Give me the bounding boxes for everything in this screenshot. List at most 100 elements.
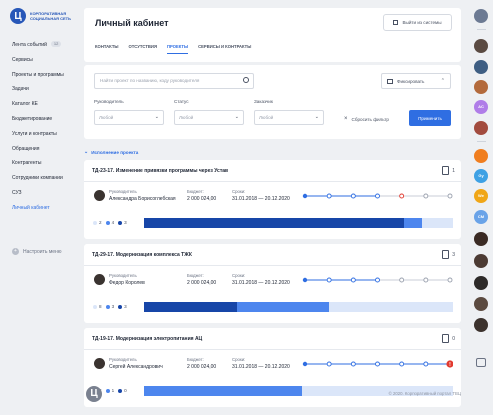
tab[interactable]: Контакты bbox=[95, 44, 119, 49]
fix-label: Фиксировать bbox=[397, 78, 425, 84]
contact-avatar[interactable] bbox=[474, 121, 488, 135]
chevron-up-icon: ⌃ bbox=[440, 78, 445, 84]
manager-select[interactable]: Любой ⌄ bbox=[94, 110, 164, 125]
chat-icon[interactable] bbox=[476, 358, 486, 367]
brand-logo[interactable]: Ц Корпоративная социальная сеть bbox=[10, 8, 80, 24]
status-select-value: Любой bbox=[179, 115, 194, 120]
contact-avatar[interactable] bbox=[474, 60, 488, 74]
apply-button[interactable]: Применить bbox=[409, 110, 451, 126]
setup-menu-button[interactable]: + Настроить меню bbox=[12, 248, 62, 255]
count-planned: 8 bbox=[99, 304, 102, 309]
contact-avatar[interactable]: We bbox=[474, 189, 488, 203]
milestone-dot[interactable] bbox=[350, 361, 356, 367]
tab[interactable]: Сервисы и контракты bbox=[198, 44, 252, 49]
sidebar-item-label: СУЗ bbox=[12, 189, 22, 196]
contact-avatar[interactable] bbox=[474, 254, 488, 268]
manager-name[interactable]: Федор Королев bbox=[109, 280, 145, 286]
count-done: 3 bbox=[124, 304, 127, 309]
sidebar-item-label: Обращения bbox=[12, 145, 40, 152]
documents-count[interactable]: 1 bbox=[442, 166, 455, 175]
milestone-timeline bbox=[302, 277, 453, 283]
fix-dropdown[interactable]: Фиксировать ⌃ bbox=[381, 73, 451, 89]
milestone-dot[interactable] bbox=[399, 361, 405, 367]
section-toggle[interactable]: ⌄ Исполнение проекта bbox=[84, 148, 461, 156]
sidebar-item[interactable]: Услуги и контракты bbox=[12, 130, 80, 145]
sidebar-item[interactable]: Контрагенты bbox=[12, 159, 80, 174]
dates-value: 31.01.2018 — 20.12.2020 bbox=[232, 364, 290, 370]
sidebar-item[interactable]: Личный кабинет bbox=[12, 204, 80, 219]
alert-icon[interactable] bbox=[446, 360, 453, 368]
milestone-dot[interactable] bbox=[302, 193, 308, 199]
sidebar-item[interactable]: Обращения bbox=[12, 145, 80, 160]
milestone-dot[interactable] bbox=[447, 277, 453, 283]
milestone-dot[interactable] bbox=[302, 277, 308, 283]
contact-avatar[interactable] bbox=[474, 318, 488, 332]
milestone-dot[interactable] bbox=[399, 193, 405, 199]
logo-icon: Ц bbox=[10, 8, 26, 24]
contact-avatar[interactable] bbox=[474, 297, 488, 311]
logout-button[interactable]: Выйти из системы bbox=[383, 14, 452, 31]
documents-count[interactable]: 3 bbox=[442, 250, 455, 259]
milestone-dot[interactable] bbox=[375, 361, 380, 367]
milestone-dot[interactable] bbox=[375, 277, 380, 283]
sidebar-item[interactable]: СУЗ bbox=[12, 189, 80, 204]
milestone-dot[interactable] bbox=[447, 193, 453, 199]
brand-line-2: социальная сеть bbox=[30, 16, 71, 21]
milestone-dot[interactable] bbox=[423, 193, 429, 199]
document-icon bbox=[442, 166, 450, 175]
contact-avatar[interactable]: CM bbox=[474, 210, 488, 224]
project-title[interactable]: ТД-23-17. Изменение привязки программы ч… bbox=[92, 168, 229, 174]
milestone-dot[interactable] bbox=[423, 361, 429, 367]
sidebar-item[interactable]: Каталог КЕ bbox=[12, 100, 80, 115]
milestone-dot[interactable] bbox=[326, 277, 332, 283]
project-card[interactable]: ТД-23-17. Изменение привязки программы ч… bbox=[84, 160, 461, 239]
milestone-dot[interactable] bbox=[350, 277, 356, 283]
project-title[interactable]: ТД-29-17. Модернизация комплекса ТЖК bbox=[92, 252, 192, 258]
milestone-dot[interactable] bbox=[302, 361, 308, 367]
contact-avatar[interactable]: AC bbox=[474, 100, 488, 114]
status-dot-icon bbox=[105, 304, 110, 309]
contact-avatar[interactable] bbox=[474, 80, 488, 94]
contact-avatar[interactable] bbox=[474, 276, 488, 290]
reset-filter-button[interactable]: × Сбросить фильтр bbox=[344, 116, 389, 122]
milestone-dot[interactable] bbox=[423, 277, 429, 283]
milestone-dot[interactable] bbox=[350, 193, 356, 199]
documents-count[interactable]: 0 bbox=[442, 334, 455, 343]
budget-value: 2 000 024,00 bbox=[187, 280, 217, 286]
progress-done bbox=[144, 302, 237, 312]
milestone-timeline: ! bbox=[302, 360, 453, 368]
contact-avatar[interactable] bbox=[474, 149, 488, 163]
budget-value: 2 000 024,00 bbox=[187, 196, 217, 202]
milestone-dot[interactable] bbox=[375, 193, 380, 199]
contact-avatar[interactable] bbox=[474, 9, 488, 23]
project-title[interactable]: ТД-19-17. Модернизация электропитания АЦ bbox=[92, 336, 203, 342]
manager-select-value: Любой bbox=[99, 115, 114, 120]
milestone-dot[interactable] bbox=[326, 193, 332, 199]
tab[interactable]: Проекты bbox=[166, 44, 189, 54]
manager-label: Руководитель bbox=[109, 273, 137, 278]
milestone-timeline bbox=[302, 193, 453, 199]
search-input[interactable]: Найти проект по названию, коду руководит… bbox=[94, 73, 254, 89]
sidebar-item[interactable]: Лента событий 12 bbox=[12, 41, 80, 56]
sidebar-item[interactable]: Сервисы bbox=[12, 56, 80, 71]
milestone-dot[interactable] bbox=[399, 277, 405, 283]
sidebar-item[interactable]: Проекты и программы bbox=[12, 71, 80, 86]
manager-name[interactable]: Александра Борисоглебская bbox=[109, 196, 176, 202]
search-icon[interactable] bbox=[243, 77, 249, 83]
project-card[interactable]: ТД-29-17. Модернизация комплекса ТЖК 3 Р… bbox=[84, 244, 461, 323]
customer-select[interactable]: Любой ⌄ bbox=[254, 110, 324, 125]
manager-name[interactable]: Сергей Александрович bbox=[109, 364, 163, 370]
contact-avatar[interactable] bbox=[474, 232, 488, 246]
status-dot-icon bbox=[93, 304, 97, 309]
tab[interactable]: Отсутствия bbox=[128, 44, 157, 49]
contact-avatar[interactable]: Gy bbox=[474, 169, 488, 183]
sidebar-item-label: Задачи bbox=[12, 86, 29, 93]
milestone-dot[interactable] bbox=[326, 361, 332, 367]
project-card[interactable]: ТД-19-17. Модернизация электропитания АЦ… bbox=[84, 328, 461, 407]
contact-avatar[interactable] bbox=[474, 39, 488, 53]
sidebar-item[interactable]: Сотрудники компании bbox=[12, 174, 80, 189]
sidebar-item[interactable]: Задачи bbox=[12, 85, 80, 100]
close-icon: × bbox=[344, 116, 348, 122]
status-select[interactable]: Любой ⌄ bbox=[174, 110, 244, 125]
sidebar-item[interactable]: Бюджетирование bbox=[12, 115, 80, 130]
